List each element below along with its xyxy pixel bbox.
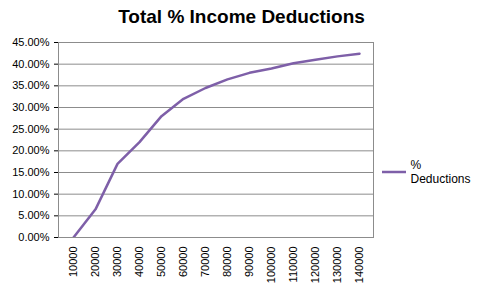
svg-text:15.00%: 15.00% [12,166,50,178]
html-text:% Deductions: % Deductions [410,158,471,186]
svg-text:50000: 50000 [155,247,167,278]
svg-text:100000: 100000 [265,247,277,284]
svg-text:40.00%: 40.00% [12,58,50,70]
svg-text:60000: 60000 [177,247,189,278]
svg-text:30000: 30000 [111,247,123,278]
svg-text:30.00%: 30.00% [12,101,50,113]
svg-text:40000: 40000 [133,247,145,278]
svg-text:45.00%: 45.00% [12,36,50,48]
svg-text:25.00%: 25.00% [12,123,50,135]
svg-text:10.00%: 10.00% [12,188,50,200]
svg-text:20000: 20000 [89,247,101,278]
svg-text:130000: 130000 [331,247,343,284]
svg-text:70000: 70000 [199,247,211,278]
svg-text:120000: 120000 [309,247,321,284]
svg-text:90000: 90000 [243,247,255,278]
svg-text:35.00%: 35.00% [12,79,50,91]
html-text:Total % Income Deductions: Total % Income Deductions [118,6,365,27]
svg-text:5.00%: 5.00% [18,209,49,221]
svg-text:0.00%: 0.00% [18,231,49,243]
svg-text:80000: 80000 [221,247,233,278]
svg-text:10000: 10000 [67,247,79,278]
svg-text:140000: 140000 [353,247,365,284]
svg-text:20.00%: 20.00% [12,144,50,156]
svg-text:110000: 110000 [287,247,299,283]
